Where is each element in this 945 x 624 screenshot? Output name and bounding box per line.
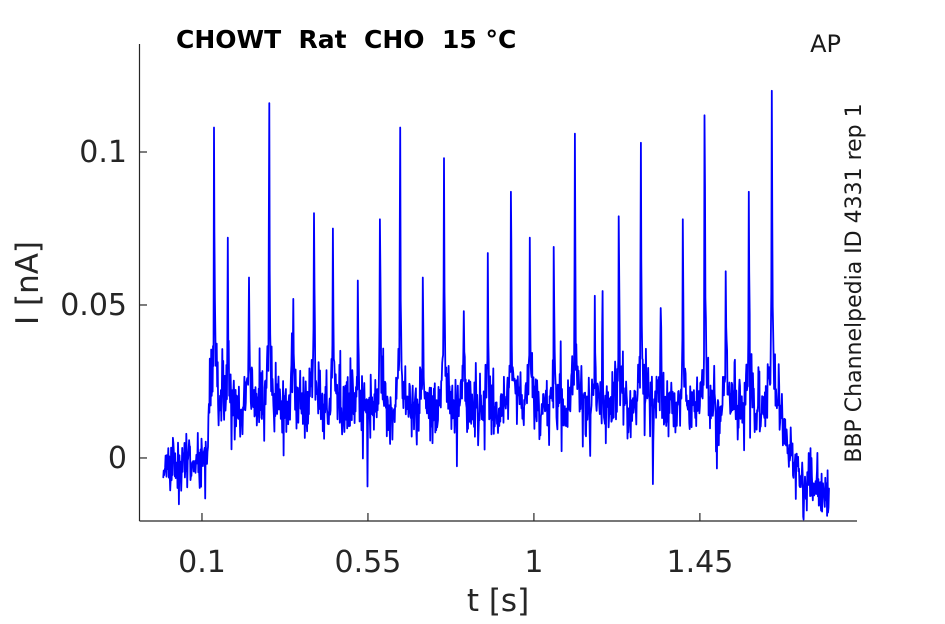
y-ticks: 0 0.05 0.1 (60, 135, 147, 476)
x-axis-label: t [s] (467, 583, 529, 619)
y-tick-label: 0.1 (79, 135, 127, 170)
plot-title: CHOWT Rat CHO 15 °C (176, 25, 516, 54)
y-axis-label: I [nA] (10, 241, 46, 325)
axes: 0.1 0.55 1 1.45 0 0.05 0.1 (60, 44, 857, 580)
y-tick-label: 0.05 (60, 288, 127, 323)
right-side-label: BBP Channelpedia ID 4331 rep 1 (842, 103, 867, 462)
x-tick-label: 1.45 (666, 545, 733, 580)
x-tick-label: 0.55 (335, 545, 402, 580)
x-tick-label: 0.1 (178, 545, 226, 580)
signal-trace (162, 89, 830, 521)
top-right-label: AP (810, 30, 841, 58)
x-ticks: 0.1 0.55 1 1.45 (178, 513, 733, 580)
y-tick-label: 0 (108, 441, 127, 476)
x-tick-label: 1 (524, 545, 543, 580)
